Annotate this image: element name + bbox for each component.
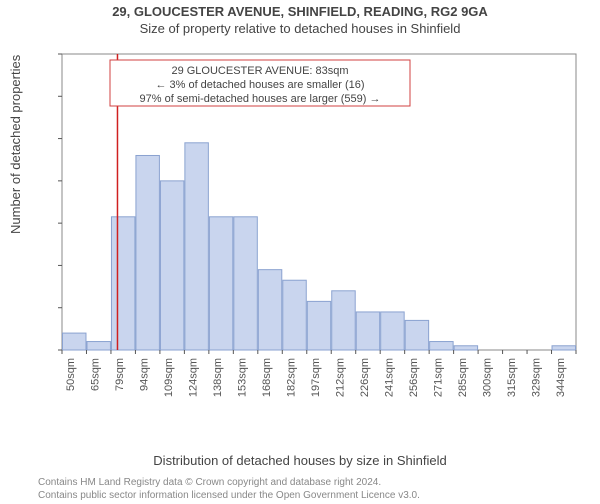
histogram-bar xyxy=(405,320,428,350)
x-tick-label: 285sqm xyxy=(457,358,469,397)
histogram-bar xyxy=(430,342,453,350)
x-tick-label: 50sqm xyxy=(65,358,77,391)
histogram-bar xyxy=(87,342,110,350)
x-tick-label: 256sqm xyxy=(408,358,420,397)
x-tick-label: 79sqm xyxy=(114,358,126,391)
histogram-bar xyxy=(283,280,306,350)
histogram-bar xyxy=(258,270,281,350)
histogram-bar xyxy=(234,217,257,350)
x-tick-label: 212sqm xyxy=(334,358,346,397)
page-title-address: 29, GLOUCESTER AVENUE, SHINFIELD, READIN… xyxy=(0,4,600,19)
legend-line1: 29 GLOUCESTER AVENUE: 83sqm xyxy=(171,65,348,77)
x-tick-label: 271sqm xyxy=(432,358,444,397)
x-tick-label: 124sqm xyxy=(188,358,200,397)
x-axis-label: Distribution of detached houses by size … xyxy=(0,453,600,468)
legend-line2: ← 3% of detached houses are smaller (16) xyxy=(155,79,364,91)
x-tick-label: 182sqm xyxy=(286,358,298,397)
x-tick-label: 109sqm xyxy=(163,358,175,397)
x-tick-label: 94sqm xyxy=(139,358,151,391)
histogram-bar xyxy=(160,181,183,350)
x-tick-label: 315sqm xyxy=(506,358,518,397)
x-tick-label: 329sqm xyxy=(530,358,542,397)
y-axis-label: Number of detached properties xyxy=(8,55,23,234)
histogram-bar xyxy=(552,346,575,350)
histogram-bar xyxy=(381,312,404,350)
attribution: Contains HM Land Registry data © Crown c… xyxy=(38,476,420,502)
x-tick-label: 226sqm xyxy=(359,358,371,397)
x-tick-label: 197sqm xyxy=(310,358,322,397)
x-tick-label: 344sqm xyxy=(555,358,567,397)
page-subtitle: Size of property relative to detached ho… xyxy=(0,21,600,36)
histogram-bar xyxy=(307,301,330,350)
chart-svg: 02040608010012014050sqm65sqm79sqm94sqm10… xyxy=(54,50,584,410)
histogram-bar xyxy=(136,155,159,350)
histogram-bar xyxy=(332,291,355,350)
attribution-line2: Contains public sector information licen… xyxy=(38,489,420,502)
histogram-bar xyxy=(454,346,477,350)
x-tick-label: 241sqm xyxy=(383,358,395,397)
histogram-chart: 02040608010012014050sqm65sqm79sqm94sqm10… xyxy=(54,50,584,410)
legend-line3: 97% of semi-detached houses are larger (… xyxy=(140,93,381,105)
histogram-bar xyxy=(209,217,232,350)
histogram-bar xyxy=(185,143,208,350)
x-tick-label: 168sqm xyxy=(261,358,273,397)
histogram-bar xyxy=(356,312,379,350)
x-tick-label: 65sqm xyxy=(90,358,102,391)
x-tick-label: 153sqm xyxy=(237,358,249,397)
x-tick-label: 300sqm xyxy=(481,358,493,397)
x-tick-label: 138sqm xyxy=(212,358,224,397)
attribution-line1: Contains HM Land Registry data © Crown c… xyxy=(38,476,420,489)
histogram-bar xyxy=(111,217,134,350)
histogram-bar xyxy=(63,333,86,350)
